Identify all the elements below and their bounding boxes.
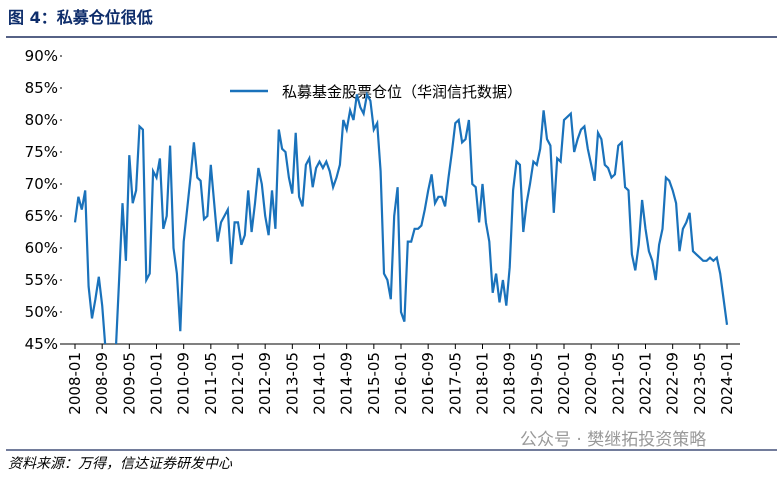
x-tick-label: 2009-05: [120, 352, 138, 415]
x-tick-label: 2014-09: [338, 352, 356, 415]
x-tick-label: 2016-09: [419, 352, 437, 415]
x-tick-label: 2008-09: [93, 352, 111, 415]
y-tick-label: 60%: [25, 239, 58, 257]
x-tick-label: 2024-01: [718, 352, 736, 415]
x-tick-label: 2012-09: [256, 352, 274, 415]
x-tick-label: 2022-01: [637, 352, 655, 415]
y-tick-label: 80%: [25, 111, 58, 129]
x-tick-label: 2013-05: [283, 352, 301, 415]
watermark: 公众号 · 樊继拓投资策略: [520, 430, 706, 450]
y-tick-label: 85%: [25, 79, 58, 97]
x-tick-label: 2018-09: [501, 352, 519, 415]
x-tick-label: 2022-09: [664, 352, 682, 415]
series-line: [73, 91, 729, 344]
x-tick-label: 2014-01: [311, 352, 329, 415]
x-tick-label: 2015-05: [365, 352, 383, 415]
legend-label: 私募基金股票仓位（华润信托数据）: [282, 83, 522, 101]
x-tick-label: 2008-01: [66, 352, 84, 415]
x-tick-label: 2018-01: [474, 352, 492, 415]
y-tick-label: 50%: [25, 303, 58, 321]
y-tick-label: 65%: [25, 207, 58, 225]
x-tick-label: 2017-05: [446, 352, 464, 415]
x-tick-label: 2021-05: [609, 352, 627, 415]
chart-title: 图 4：私募仓位很低: [8, 8, 153, 27]
x-tick-label: 2010-09: [175, 352, 193, 415]
x-tick-label: 2012-01: [229, 352, 247, 415]
x-tick-label: 2011-05: [202, 352, 220, 415]
x-tick-label: 2019-05: [528, 352, 546, 415]
x-tick-label: 2010-01: [148, 352, 166, 415]
y-tick-label: 75%: [25, 143, 58, 161]
x-tick-label: 2020-01: [555, 352, 573, 415]
y-tick-label: 45%: [25, 335, 58, 353]
x-tick-label: 2016-01: [392, 352, 410, 415]
y-tick-label: 90%: [25, 47, 58, 65]
y-tick-label: 70%: [25, 175, 58, 193]
x-tick-label: 2020-09: [582, 352, 600, 415]
x-tick-label: 2023-05: [691, 352, 709, 415]
source: 资料来源：万得，信达证券研发中心: [8, 456, 233, 472]
y-tick-label: 55%: [25, 271, 58, 289]
